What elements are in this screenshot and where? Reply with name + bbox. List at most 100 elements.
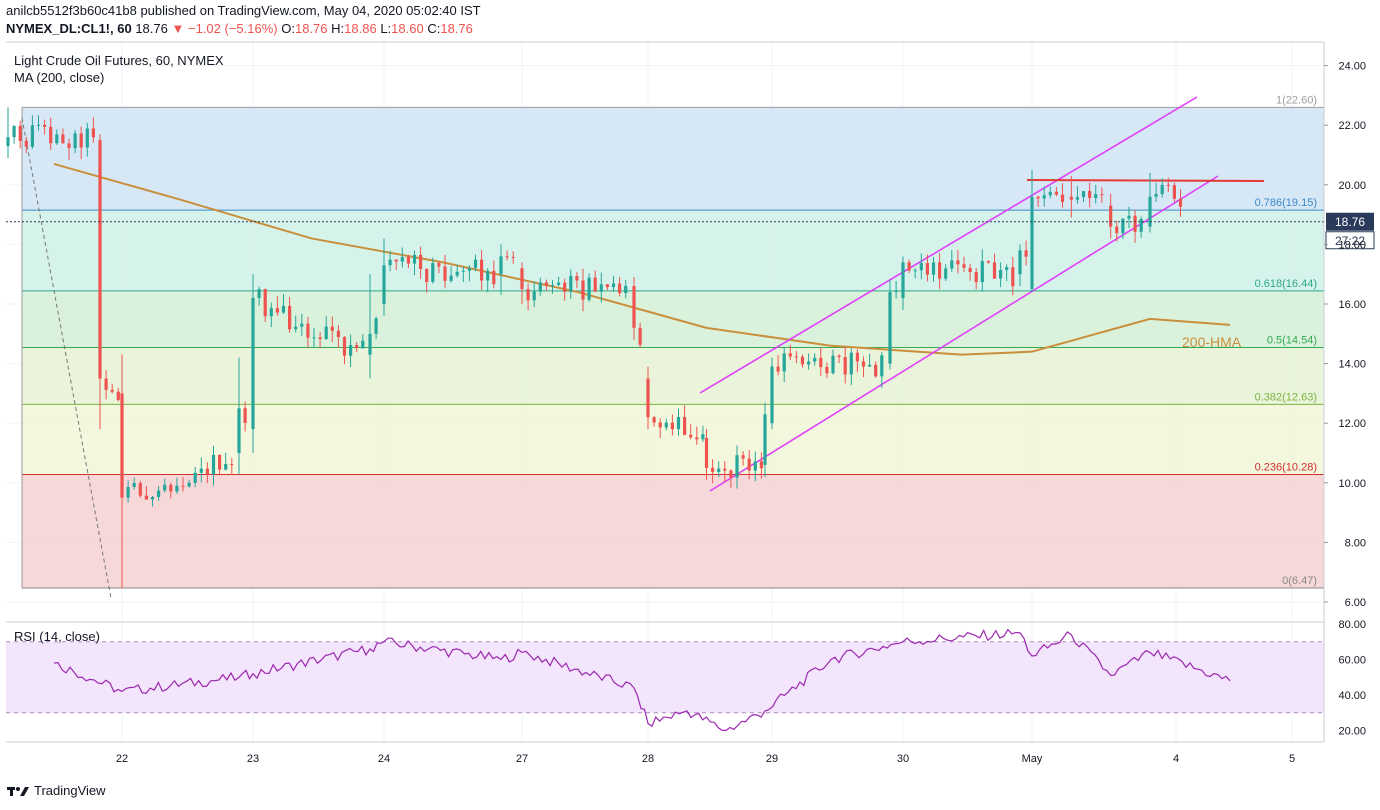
low-value: 18.60: [391, 21, 424, 36]
candle-body: [1166, 184, 1170, 186]
channel-upper: [699, 96, 1198, 394]
rsi-tick-label: 40.00: [1338, 690, 1366, 702]
candle-body: [349, 345, 353, 356]
candle-body: [6, 137, 10, 147]
x-tick-label: 29: [766, 753, 778, 765]
candle-body: [455, 271, 459, 276]
y-tick-label: 14.00: [1338, 359, 1366, 371]
candle-body: [544, 282, 548, 286]
candle-body: [243, 408, 247, 423]
candle-body: [98, 140, 102, 379]
candle-body: [575, 275, 579, 281]
candle-body: [874, 364, 878, 377]
candle-body: [224, 464, 228, 470]
candle-body: [550, 284, 555, 286]
chart-title: Light Crude Oil Futures, 60, NYMEX: [14, 53, 224, 68]
candle-body: [18, 126, 22, 141]
candle-body: [1054, 191, 1058, 195]
ohlc-line: NYMEX_DL:CL1!, 60 18.76 ▼ −1.02 (−5.16%)…: [6, 21, 473, 36]
candle-body: [461, 270, 465, 272]
candle-body: [368, 333, 372, 355]
candle-body: [593, 277, 597, 292]
candle-body: [499, 256, 503, 275]
y-tick-label: 6.00: [1345, 597, 1366, 609]
candle-body: [144, 495, 148, 500]
candle-body: [1100, 194, 1104, 196]
candle-body: [288, 305, 292, 330]
candle-body: [807, 361, 811, 365]
candle-body: [813, 357, 817, 362]
down-arrow-icon: ▼: [171, 21, 185, 36]
candle-body: [505, 256, 509, 258]
candle-body: [1154, 193, 1158, 197]
rsi-band: [6, 641, 1324, 713]
candle-body: [1139, 218, 1143, 232]
candle-body: [861, 361, 866, 367]
candle-body: [849, 352, 853, 375]
candle-body: [782, 353, 786, 372]
candle-body: [819, 357, 823, 367]
candle-body: [275, 308, 279, 313]
candle-body: [992, 262, 997, 279]
candle-body: [467, 268, 471, 271]
y-tick-label: 16.00: [1338, 299, 1366, 311]
candle-body: [30, 125, 34, 147]
candle-body: [569, 275, 573, 292]
fib-zone: [22, 404, 1324, 475]
x-tick-label: 27: [516, 753, 528, 765]
ma-line: [53, 162, 1231, 356]
candle-body: [382, 265, 386, 304]
candle-body: [187, 482, 191, 487]
fib-zone: [22, 347, 1324, 405]
symbol: NYMEX_DL:CL1!, 60: [6, 21, 132, 36]
change: −1.02 (−5.16%): [188, 21, 278, 36]
candle-body: [312, 337, 316, 339]
candle-body: [257, 289, 261, 299]
candle-body: [968, 267, 972, 272]
candle-body: [91, 128, 95, 138]
close-label: C:: [427, 21, 441, 36]
candle-body: [138, 482, 142, 496]
candle-body: [1011, 267, 1015, 287]
resistance-line: [1026, 179, 1265, 182]
candle-body: [880, 355, 884, 377]
last-price: 18.76: [135, 21, 168, 36]
candle-body: [169, 484, 173, 492]
candle-body: [67, 143, 71, 149]
x-tick-label: 23: [247, 753, 259, 765]
candle-body: [837, 355, 841, 357]
hma-annotation: 200-HMA: [1182, 334, 1242, 350]
candle-body: [330, 326, 334, 331]
candle-body: [73, 133, 77, 149]
candle-body: [913, 270, 917, 272]
candle-body: [394, 259, 398, 262]
candle-body: [251, 298, 255, 430]
fib-label-0.5: 0.5(14.54): [1267, 335, 1317, 347]
candle-body: [1127, 215, 1131, 219]
candle-body: [950, 260, 954, 269]
footer[interactable]: TradingView: [6, 783, 106, 798]
candle-body: [437, 263, 441, 267]
high-label: H:: [331, 21, 345, 36]
candle-body: [306, 323, 310, 338]
rsi-tick-label: 20.00: [1338, 726, 1366, 738]
close-value: 18.76: [440, 21, 473, 36]
candle-body: [974, 271, 978, 283]
y-tick-label: 10.00: [1338, 478, 1366, 490]
rsi-tick-label: 60.00: [1338, 655, 1366, 667]
fib-label-1: 1(22.60): [1276, 94, 1317, 106]
channel-lower: [709, 175, 1219, 492]
x-tick-label: 5: [1289, 753, 1295, 765]
x-tick-label: 30: [897, 753, 909, 765]
candle-body: [1018, 250, 1022, 275]
candle-body: [211, 454, 216, 475]
candle-body: [104, 378, 108, 390]
candle-body: [486, 270, 490, 281]
candle-body: [753, 461, 757, 471]
candle-body: [1024, 250, 1028, 257]
candle-body: [632, 286, 636, 328]
low-label: L:: [380, 21, 392, 36]
candle-body: [658, 422, 662, 428]
candle-body: [944, 268, 948, 279]
